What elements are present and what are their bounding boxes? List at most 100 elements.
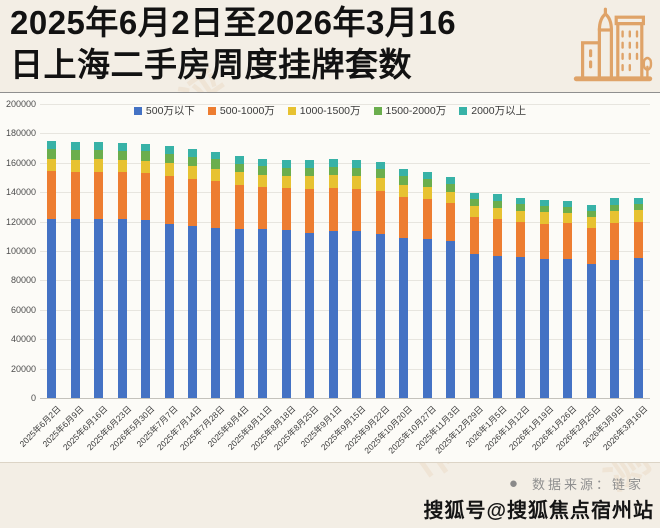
bar-segment bbox=[117, 160, 127, 173]
bar-segment bbox=[493, 194, 502, 201]
bar-segment bbox=[117, 150, 127, 161]
legend-item: 1000-1500万 bbox=[287, 103, 361, 118]
gridline bbox=[40, 280, 650, 282]
bar-segment bbox=[563, 259, 573, 398]
bar-segment bbox=[47, 158, 57, 172]
bar-segment bbox=[352, 188, 362, 231]
gridline bbox=[40, 162, 650, 164]
bar-segment bbox=[234, 163, 244, 173]
legend-label: 500-1000万 bbox=[219, 105, 275, 117]
bar-segment bbox=[469, 217, 479, 254]
page-title-line-1: 2025年6月2日至2026年3月16 bbox=[10, 4, 457, 41]
bar-segment bbox=[234, 184, 244, 229]
bar-segment bbox=[211, 151, 221, 160]
legend-label: 1000-1500万 bbox=[299, 105, 361, 117]
bar-segment bbox=[188, 166, 197, 179]
source-note: 数据来源：链家 bbox=[531, 477, 644, 492]
bar-segment bbox=[258, 186, 268, 229]
bar-segment bbox=[516, 197, 526, 204]
y-axis-label: 180000 bbox=[5, 128, 36, 139]
bar-segment bbox=[258, 158, 268, 167]
bar-segment bbox=[305, 188, 315, 233]
bar-segment bbox=[47, 219, 57, 398]
bar-segment bbox=[258, 166, 268, 175]
bar-segment bbox=[586, 264, 596, 398]
bar-segment bbox=[446, 183, 456, 192]
bar-segment bbox=[70, 159, 80, 172]
y-axis-label: 100000 bbox=[5, 246, 36, 256]
bar-segment bbox=[188, 178, 197, 226]
bar-segment bbox=[328, 175, 338, 188]
bar-segment bbox=[328, 187, 338, 232]
bar-segment bbox=[610, 260, 620, 398]
bar-segment bbox=[164, 224, 174, 398]
bar-segment bbox=[610, 223, 620, 261]
bar-segment bbox=[493, 207, 502, 220]
bar-segment bbox=[328, 166, 338, 175]
header: 2025年6月2日至2026年3月16 日上海二手房周度挂牌套数 bbox=[0, 0, 660, 93]
bar-segment bbox=[47, 171, 57, 220]
y-axis-label: 140000 bbox=[5, 187, 36, 198]
gridline bbox=[40, 309, 650, 311]
bar-segment bbox=[305, 160, 315, 168]
bar-segment bbox=[141, 151, 151, 161]
bar-segment bbox=[539, 223, 549, 260]
legend-swatch bbox=[133, 106, 142, 115]
bar-segment bbox=[375, 190, 385, 235]
bar-segment bbox=[117, 142, 127, 151]
bar-segment bbox=[493, 200, 502, 208]
bar-segment bbox=[47, 141, 57, 150]
bar-segment bbox=[281, 167, 291, 177]
bar-segment bbox=[516, 210, 526, 222]
bar-segment bbox=[305, 232, 315, 398]
legend-item: 1500-2000万 bbox=[373, 103, 446, 118]
bar-segment bbox=[328, 231, 338, 398]
y-axis-label: 160000 bbox=[5, 157, 36, 168]
bar-segment bbox=[281, 230, 291, 398]
y-axis-label: 20000 bbox=[10, 363, 36, 374]
gridline bbox=[40, 221, 650, 223]
bar-segment bbox=[469, 192, 479, 200]
bar-segment bbox=[234, 228, 244, 398]
bar-segment bbox=[399, 238, 409, 398]
gridline bbox=[40, 192, 650, 194]
bar-segment bbox=[188, 226, 197, 398]
bar-segment bbox=[422, 178, 432, 187]
bar-segment bbox=[211, 168, 221, 182]
bar-segment bbox=[610, 198, 620, 205]
bar-segment bbox=[352, 230, 362, 398]
bar-segment bbox=[375, 161, 385, 170]
bar-segment bbox=[610, 204, 620, 211]
bar-segment bbox=[399, 169, 409, 177]
bar-segment bbox=[94, 159, 104, 172]
bar-segment bbox=[633, 257, 643, 398]
bar-segment bbox=[586, 204, 596, 211]
bar-segment bbox=[539, 206, 549, 213]
bar-segment bbox=[188, 149, 197, 157]
bar-segment bbox=[141, 172, 151, 221]
bar-segment bbox=[422, 198, 432, 240]
bar-segment bbox=[211, 181, 221, 229]
bar-segment bbox=[586, 210, 596, 218]
y-axis-label: 120000 bbox=[5, 216, 36, 227]
bar-segment bbox=[141, 143, 151, 152]
bar-segment bbox=[516, 257, 526, 398]
gridline bbox=[40, 104, 650, 105]
bar-segment bbox=[586, 217, 596, 229]
page-title: 2025年6月2日至2026年3月16 日上海二手房周度挂牌套数 bbox=[10, 2, 575, 85]
bar-segment bbox=[539, 200, 549, 206]
bar-segment bbox=[234, 172, 244, 185]
bar-segment bbox=[117, 219, 127, 398]
gridline bbox=[40, 339, 650, 341]
bar-segment bbox=[164, 153, 174, 164]
footer-divider bbox=[0, 462, 660, 463]
bar-segment bbox=[70, 219, 80, 398]
bar-segment bbox=[446, 241, 456, 398]
bar-segment bbox=[539, 259, 549, 398]
bar-segment bbox=[399, 197, 409, 239]
bar-segment bbox=[258, 228, 268, 398]
bar-segment bbox=[141, 220, 151, 398]
bar-segment bbox=[94, 150, 104, 160]
